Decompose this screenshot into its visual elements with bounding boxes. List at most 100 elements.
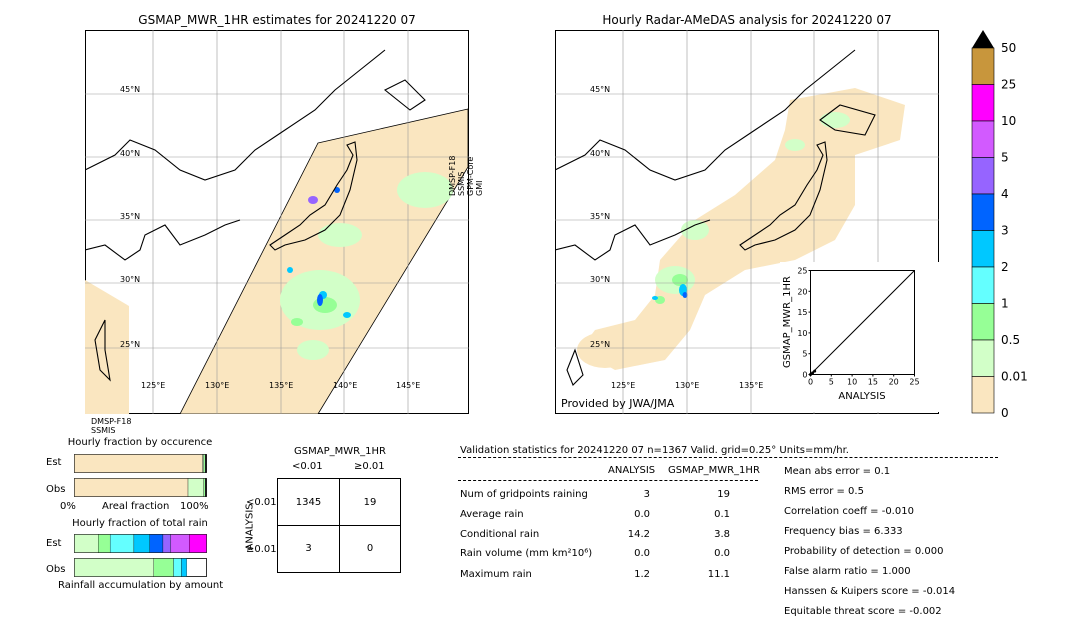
lon-label: 125°E bbox=[141, 381, 165, 390]
colorbar-swatch bbox=[971, 47, 995, 85]
bar-segment bbox=[74, 478, 189, 497]
colorbar: 50 25 10 5 4 3 2 1 0.5 0.01 0 bbox=[971, 30, 1028, 418]
colorbar-label: 3 bbox=[1001, 224, 1009, 238]
stat-gsmap: 0.0 bbox=[714, 548, 730, 559]
stat-gsmap: 3.8 bbox=[714, 529, 730, 540]
score-item: Hanssen & Kuipers score = -0.014 bbox=[784, 586, 956, 597]
stat-label: Rain volume (mm km²10⁶) bbox=[460, 548, 593, 559]
bar-segment bbox=[162, 534, 172, 553]
colorbar-swatch bbox=[971, 266, 995, 304]
stat-gsmap: 0.1 bbox=[714, 509, 730, 520]
scatter-xtick: 0 bbox=[808, 378, 813, 387]
colorbar-swatch bbox=[971, 230, 995, 268]
stat-analysis: 3 bbox=[643, 489, 650, 500]
lon-label: 145°E bbox=[396, 381, 420, 390]
lon-label: 135°E bbox=[739, 381, 763, 390]
stat-label: Maximum rain bbox=[460, 569, 532, 580]
occ-row-label: Obs bbox=[46, 484, 66, 495]
lat-label: 40°N bbox=[590, 149, 610, 158]
scatter-xtick: 5 bbox=[829, 378, 834, 387]
contingency-cell: 0 bbox=[366, 543, 374, 554]
lon-label: 140°E bbox=[333, 381, 357, 390]
occ-xlabel: Areal fraction bbox=[102, 501, 170, 512]
colorbar-label: 0.01 bbox=[1001, 370, 1028, 384]
sat-label: DMSP-F18 bbox=[448, 155, 457, 196]
score-list: Mean abs error = 0.1 RMS error = 0.5 Cor… bbox=[784, 462, 955, 622]
colorbar-label: 4 bbox=[1001, 187, 1009, 201]
stat-gsmap: 11.1 bbox=[707, 569, 730, 580]
validation-col-gsmap: GSMAP_MWR_1HR bbox=[668, 465, 760, 476]
scatter-ytick: 25 bbox=[797, 267, 807, 276]
contingency-col2: ≥0.01 bbox=[354, 461, 385, 472]
bar-segment bbox=[203, 454, 206, 473]
bar-segment bbox=[149, 534, 164, 553]
rain-row-label: Obs bbox=[46, 564, 66, 575]
contingency-row2: ≥0.01 bbox=[246, 544, 277, 555]
bar-segment bbox=[173, 558, 182, 577]
validation-divider bbox=[458, 480, 758, 481]
bar-segment bbox=[202, 454, 205, 473]
scatter-ylabel: GSMAP_MWR_1HR bbox=[782, 276, 793, 368]
bar-segment bbox=[98, 534, 111, 553]
occ-axis-right: 100% bbox=[180, 501, 209, 512]
validation-col-analysis: ANALYSIS bbox=[608, 465, 656, 476]
scatter-point bbox=[813, 369, 817, 373]
bar-segment bbox=[205, 478, 207, 497]
score-item: Correlation coeff = -0.010 bbox=[784, 506, 914, 517]
right-map-title: Hourly Radar-AMeDAS analysis for 2024122… bbox=[602, 13, 892, 27]
bar-segment bbox=[109, 534, 135, 553]
scatter-xtick: 10 bbox=[847, 378, 857, 387]
colorbar-label: 1 bbox=[1001, 297, 1009, 311]
colorbar-swatch bbox=[971, 193, 995, 231]
sat-label: SSMIS bbox=[457, 171, 466, 197]
scatter-xtick: 20 bbox=[889, 378, 899, 387]
swath-area bbox=[179, 108, 469, 414]
lat-label: 40°N bbox=[120, 149, 140, 158]
rain-fraction-bars bbox=[74, 534, 207, 577]
occ-axis-left: 0% bbox=[60, 501, 76, 512]
scatter-point bbox=[811, 371, 815, 375]
contingency-cell: 3 bbox=[305, 543, 312, 554]
stat-analysis: 1.2 bbox=[634, 569, 650, 580]
bar-segment bbox=[203, 478, 206, 497]
left-map: 45°N 40°N 35°N 30°N 25°N 125°E 130°E 135… bbox=[85, 30, 469, 414]
swath-area-west bbox=[85, 280, 129, 414]
scatter-ytick: 0 bbox=[802, 371, 807, 380]
validation-header: Validation statistics for 20241220 07 n=… bbox=[460, 445, 849, 456]
lat-label: 30°N bbox=[590, 275, 610, 284]
contingency-cell: 1345 bbox=[295, 497, 322, 508]
colorbar-swatch bbox=[971, 120, 995, 158]
lat-label: 45°N bbox=[120, 85, 140, 94]
validation-divider bbox=[458, 457, 998, 458]
bar-segment bbox=[153, 558, 174, 577]
sat-label: GPM-Core bbox=[466, 156, 475, 196]
colorbar-arrow bbox=[972, 30, 994, 48]
lon-label: 130°E bbox=[205, 381, 229, 390]
stat-label: Average rain bbox=[460, 509, 524, 520]
colorbar-swatch bbox=[971, 376, 995, 414]
scatter-xlabel: ANALYSIS bbox=[838, 391, 885, 402]
colorbar-swatch bbox=[971, 84, 995, 122]
bar-segment bbox=[181, 558, 187, 577]
scatter-ytick: 5 bbox=[802, 350, 807, 359]
bar-segment bbox=[189, 534, 207, 553]
bar-segment bbox=[74, 454, 203, 473]
lon-label: 125°E bbox=[611, 381, 635, 390]
score-item: Mean abs error = 0.1 bbox=[784, 466, 891, 477]
colorbar-label: 0.5 bbox=[1001, 333, 1020, 347]
colorbar-swatch bbox=[971, 157, 995, 195]
bar-segment bbox=[187, 478, 205, 497]
credit-text: Provided by JWA/JMA bbox=[561, 397, 675, 410]
right-map: 45°N 40°N 35°N 30°N 25°N 125°E 130°E 135… bbox=[555, 30, 939, 414]
stat-gsmap: 19 bbox=[717, 489, 730, 500]
colorbar-label: 25 bbox=[1001, 78, 1016, 92]
bar-segment bbox=[205, 454, 207, 473]
score-item: Probability of detection = 0.000 bbox=[784, 546, 944, 557]
lat-label: 25°N bbox=[590, 340, 610, 349]
colorbar-swatch bbox=[971, 339, 995, 377]
scatter-plot: 00 5 5 10 10 15 15 20 20 25 25 ANALYSIS GSMAP_MWR_… bbox=[782, 267, 920, 403]
stat-label: Num of gridpoints raining bbox=[460, 489, 588, 500]
scatter-ytick: 20 bbox=[797, 287, 807, 296]
rain-title: Hourly fraction of total rain bbox=[72, 518, 208, 529]
contingency-table: 1345 19 3 0 bbox=[277, 478, 401, 573]
